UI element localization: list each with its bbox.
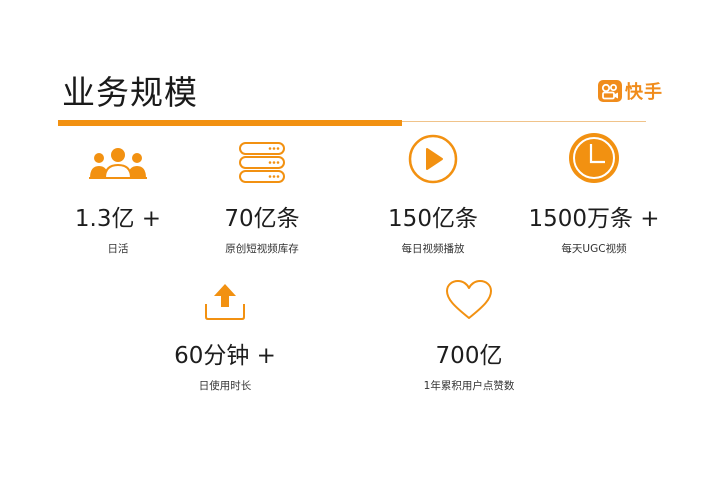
stat-value: 1500万条 + [528, 206, 660, 232]
play-circle-icon [408, 134, 458, 184]
stat-label: 1年累积用户点赞数 [423, 380, 515, 392]
stat-yearly-likes: 700亿 1年累积用户点赞数 [369, 272, 569, 393]
heart-icon [446, 280, 492, 319]
title-underline-thin [402, 121, 646, 122]
stat-label: 原创短视频库存 [225, 243, 299, 255]
stat-daily-ugc: 1500万条 + 每天UGC视频 [494, 133, 694, 256]
brand-name: 快手 [625, 82, 663, 103]
stat-label: 日使用时长 [198, 380, 252, 392]
slide-title: 业务规模 [62, 73, 198, 112]
stat-daily-usage-time: 60分钟 + 日使用时长 [125, 272, 325, 393]
stat-video-library: 70亿条 原创短视频库存 [162, 135, 362, 256]
stat-label: 每日视频播放 [401, 243, 465, 255]
server-stack-icon [239, 142, 285, 183]
users-icon [89, 148, 147, 179]
stat-value: 1.3亿 + [74, 206, 162, 232]
title-underline-thick [58, 120, 402, 126]
stat-value: 60分钟 + [174, 343, 276, 369]
stat-daily-active: 1.3亿 + 日活 [18, 135, 218, 256]
upload-icon [205, 284, 245, 320]
stat-value: 700亿 [435, 343, 503, 369]
stat-value: 70亿条 [224, 206, 300, 232]
stat-label: 日活 [107, 243, 129, 255]
stat-value: 150亿条 [388, 206, 478, 232]
clock-icon [569, 133, 619, 183]
brand-logo: 快手 [598, 78, 663, 104]
stat-label: 每天UGC视频 [561, 243, 627, 255]
kuaishou-logo-icon [598, 80, 622, 102]
stat-daily-plays: 150亿条 每日视频播放 [333, 134, 533, 256]
